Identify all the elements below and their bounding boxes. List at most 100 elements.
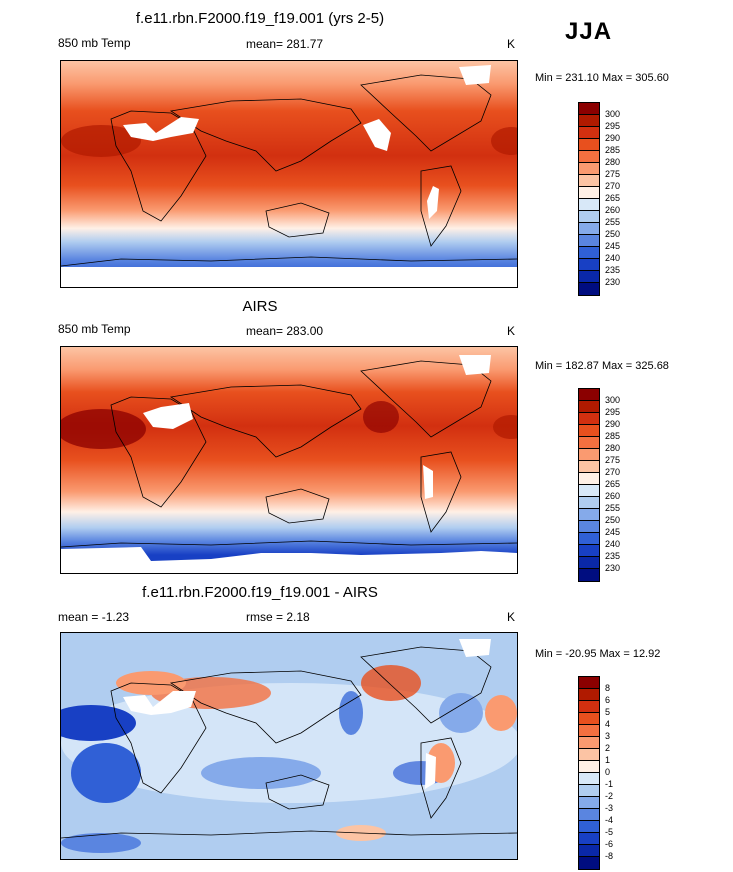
- colorbar-label: 255: [605, 217, 621, 227]
- colorbar-swatch: [579, 701, 599, 713]
- colorbar-swatch: [579, 259, 599, 271]
- colorbar-label: 240: [605, 539, 621, 549]
- colorbar-label: 270: [605, 467, 621, 477]
- panel-1-title: f.e11.rbn.F2000.f19_f19.001 (yrs 2-5): [135, 10, 385, 27]
- colorbar-swatch: [579, 127, 599, 139]
- colorbar-swatch: [579, 725, 599, 737]
- colorbar-swatch: [579, 103, 599, 115]
- panel-1-variable: 850 mb Temp: [58, 36, 131, 50]
- colorbar-label: 0: [605, 767, 611, 777]
- panel-1-units: K: [507, 37, 516, 51]
- colorbar-swatch: [579, 283, 599, 295]
- colorbar-label: 280: [605, 157, 621, 167]
- panel-1-colorbar: [578, 102, 600, 296]
- colorbar-label: 265: [605, 193, 621, 203]
- colorbar-label: 255: [605, 503, 621, 513]
- colorbar-swatch: [579, 175, 599, 187]
- colorbar-swatch: [579, 449, 599, 461]
- colorbar-swatch: [579, 401, 599, 413]
- colorbar-label: -6: [605, 839, 614, 849]
- colorbar-label: -8: [605, 851, 614, 861]
- colorbar-swatch: [579, 737, 599, 749]
- colorbar-label: 245: [605, 241, 621, 251]
- colorbar-swatch: [579, 785, 599, 797]
- panel-1-minmax: Min = 231.10 Max = 305.60: [535, 72, 669, 84]
- season-label: JJA: [565, 18, 613, 45]
- colorbar-swatch: [579, 569, 599, 581]
- colorbar-label: 8: [605, 683, 611, 693]
- colorbar-label: -1: [605, 779, 614, 789]
- colorbar-swatch: [579, 413, 599, 425]
- colorbar-label: 295: [605, 121, 621, 131]
- colorbar-label: 285: [605, 431, 621, 441]
- colorbar-label: 280: [605, 443, 621, 453]
- panel-3-colorbar-labels: 8 6 5 4 3 2 1 0 -1 -2 -3 -4 -5 -6 -8: [605, 682, 613, 862]
- panel-2-title: AIRS: [242, 298, 278, 315]
- colorbar-label: -2: [605, 791, 614, 801]
- colorbar-label: 275: [605, 169, 621, 179]
- colorbar-label: 5: [605, 707, 611, 717]
- colorbar-label: -4: [605, 815, 614, 825]
- colorbar-label: 4: [605, 719, 611, 729]
- panel-2-mean: mean= 283.00: [246, 324, 324, 338]
- panel-3-units: K: [507, 610, 516, 624]
- colorbar-swatch: [579, 473, 599, 485]
- colorbar-swatch: [579, 247, 599, 259]
- panel-1-map-graphic: [61, 61, 517, 287]
- colorbar-label: 260: [605, 491, 621, 501]
- colorbar-swatch: [579, 557, 599, 569]
- colorbar-label: 3: [605, 731, 611, 741]
- panel-2-minmax: Min = 182.87 Max = 325.68: [535, 360, 669, 372]
- panel-2-map: [60, 346, 518, 574]
- panel-2-colorbar: [578, 388, 600, 582]
- colorbar-label: 1: [605, 755, 611, 765]
- colorbar-swatch: [579, 773, 599, 785]
- colorbar-label: 245: [605, 527, 621, 537]
- colorbar-label: 230: [605, 563, 621, 573]
- colorbar-label: 270: [605, 181, 621, 191]
- colorbar-swatch: [579, 545, 599, 557]
- colorbar-swatch: [579, 749, 599, 761]
- colorbar-label: 295: [605, 407, 621, 417]
- colorbar-label: 275: [605, 455, 621, 465]
- panel-2-colorbar-labels: 300 295 290 285 280 275 270 265 260 255 250 245 240 2…: [605, 394, 620, 574]
- colorbar-label: 230: [605, 277, 621, 287]
- colorbar-label: 300: [605, 395, 621, 405]
- colorbar-swatch: [579, 151, 599, 163]
- colorbar-swatch: [579, 833, 599, 845]
- panel-1-map: [60, 60, 518, 288]
- colorbar-swatch: [579, 425, 599, 437]
- colorbar-swatch: [579, 857, 599, 869]
- panel-3-mean: mean = -1.23: [58, 610, 130, 624]
- colorbar-swatch: [579, 521, 599, 533]
- colorbar-swatch: [579, 271, 599, 283]
- colorbar-swatch: [579, 461, 599, 473]
- panel-3-title: f.e11.rbn.F2000.f19_f19.001 - AIRS: [142, 584, 378, 601]
- colorbar-swatch: [579, 389, 599, 401]
- colorbar-swatch: [579, 139, 599, 151]
- colorbar-swatch: [579, 437, 599, 449]
- panel-2-units: K: [507, 324, 516, 338]
- colorbar-swatch: [579, 677, 599, 689]
- colorbar-swatch: [579, 187, 599, 199]
- colorbar-swatch: [579, 211, 599, 223]
- colorbar-label: 235: [605, 551, 621, 561]
- colorbar-label: 235: [605, 265, 621, 275]
- colorbar-swatch: [579, 485, 599, 497]
- colorbar-swatch: [579, 235, 599, 247]
- colorbar-label: 6: [605, 695, 611, 705]
- colorbar-swatch: [579, 509, 599, 521]
- colorbar-swatch: [579, 199, 599, 211]
- colorbar-label: 260: [605, 205, 621, 215]
- colorbar-label: 265: [605, 479, 621, 489]
- colorbar-label: -5: [605, 827, 614, 837]
- panel-2-map-graphic: [61, 347, 517, 573]
- panel-3-map: [60, 632, 518, 860]
- colorbar-swatch: [579, 809, 599, 821]
- colorbar-swatch: [579, 821, 599, 833]
- panel-3-rmse: rmse = 2.18: [246, 610, 310, 624]
- colorbar-label: 290: [605, 419, 621, 429]
- panel-2-variable: 850 mb Temp: [58, 322, 131, 336]
- panel-3-minmax: Min = -20.95 Max = 12.92: [535, 648, 661, 660]
- colorbar-swatch: [579, 797, 599, 809]
